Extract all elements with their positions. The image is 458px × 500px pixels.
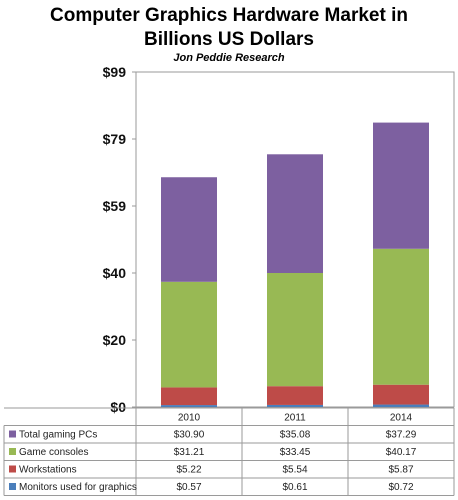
y-tick-label: $0 bbox=[110, 399, 126, 415]
bar-segment bbox=[161, 387, 217, 406]
bar-segment bbox=[267, 386, 323, 405]
chart-title-line-1: Computer Graphics Hardware Market in bbox=[50, 5, 408, 26]
data-label: $5.87 bbox=[388, 465, 413, 476]
legend-swatch bbox=[9, 448, 16, 455]
legend-series-name: Total gaming PCs bbox=[19, 430, 97, 441]
data-label: $5.54 bbox=[282, 465, 307, 476]
legend-series-name: Workstations bbox=[19, 465, 77, 476]
data-label: $30.90 bbox=[174, 430, 205, 441]
legend-swatch bbox=[9, 430, 16, 438]
y-tick-label: $59 bbox=[103, 198, 127, 214]
bar-segment bbox=[161, 405, 217, 407]
data-label: $35.08 bbox=[280, 430, 311, 441]
y-tick-label: $99 bbox=[103, 64, 127, 80]
data-label: $0.57 bbox=[176, 482, 201, 493]
bar-segment bbox=[161, 281, 217, 388]
bar-segment bbox=[267, 404, 323, 407]
y-tick-label: $40 bbox=[103, 265, 127, 281]
legend-swatch bbox=[9, 465, 16, 473]
data-label: $0.61 bbox=[282, 482, 307, 493]
y-tick-label: $79 bbox=[103, 131, 127, 147]
data-label: $37.29 bbox=[386, 430, 417, 441]
legend-series-name: Game consoles bbox=[19, 447, 88, 458]
bar-segment bbox=[373, 384, 429, 405]
bar-segment bbox=[161, 177, 217, 282]
data-label: $31.21 bbox=[174, 447, 205, 458]
chart-title-line-2: Billions US Dollars bbox=[144, 29, 314, 50]
data-label: $0.72 bbox=[388, 482, 413, 493]
bar-segment bbox=[267, 273, 323, 387]
legend-series-name: Monitors used for graphics bbox=[19, 482, 137, 493]
legend-swatch bbox=[9, 483, 16, 490]
data-label: $40.17 bbox=[386, 447, 417, 458]
x-category-label: 2014 bbox=[390, 413, 413, 424]
data-label: $33.45 bbox=[280, 447, 311, 458]
x-category-label: 2010 bbox=[178, 413, 201, 424]
y-tick-label: $20 bbox=[103, 332, 127, 348]
x-category-label: 2011 bbox=[284, 413, 306, 424]
chart-subtitle: Jon Peddie Research bbox=[173, 52, 285, 64]
bar-segment bbox=[267, 154, 323, 273]
bar-segment bbox=[373, 122, 429, 249]
bar-segment bbox=[373, 404, 429, 407]
bar-segment bbox=[373, 248, 429, 385]
data-label: $5.22 bbox=[176, 465, 201, 476]
